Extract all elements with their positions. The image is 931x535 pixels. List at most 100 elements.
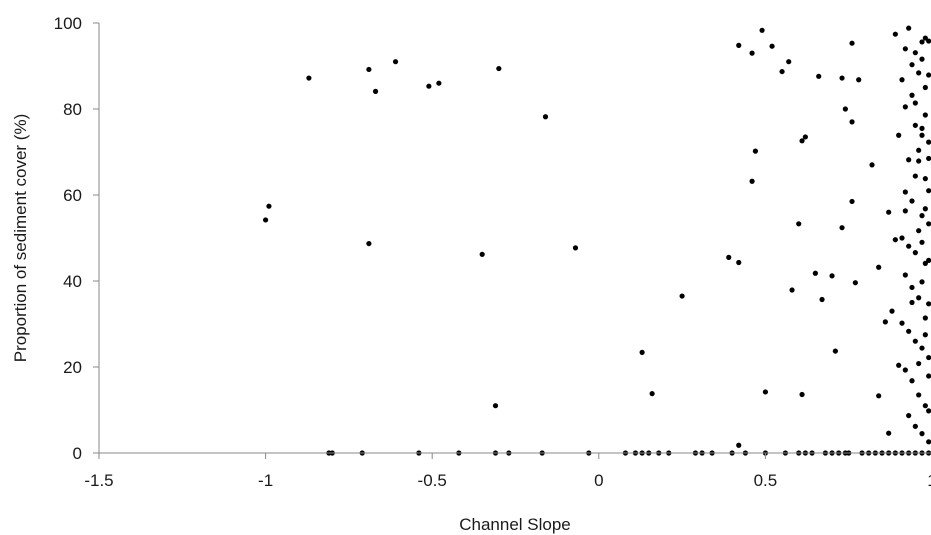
data-point	[479, 251, 485, 257]
y-axis-title: Proportion of sediment cover (%)	[11, 114, 30, 363]
data-point	[726, 254, 732, 260]
data-point	[749, 50, 755, 56]
y-axis: 0 20 40 60 80 100	[54, 14, 100, 463]
data-point	[749, 178, 755, 184]
data-point	[919, 56, 925, 62]
data-point	[849, 40, 855, 46]
data-point	[649, 391, 655, 397]
data-point	[902, 208, 908, 214]
data-point	[542, 114, 549, 120]
data-point	[736, 259, 742, 266]
data-point	[919, 132, 925, 138]
data-point	[922, 112, 928, 118]
data-point	[916, 295, 922, 301]
data-point	[896, 132, 902, 138]
data-point	[812, 270, 818, 276]
data-point	[392, 59, 399, 65]
data-point	[926, 221, 931, 227]
data-point	[926, 301, 931, 307]
data-point	[869, 162, 875, 168]
data-point	[909, 378, 915, 384]
data-point	[926, 38, 931, 44]
data-point	[799, 138, 805, 144]
y-tick-label: 60	[63, 186, 82, 205]
data-point	[926, 257, 931, 263]
data-point	[916, 70, 922, 76]
data-point	[916, 228, 922, 234]
plot-area	[263, 25, 931, 456]
x-tick-label: -1	[258, 471, 273, 490]
data-point	[926, 373, 931, 379]
data-point	[919, 239, 925, 245]
data-point	[896, 362, 902, 368]
data-point	[909, 284, 915, 291]
data-point	[902, 189, 908, 195]
data-point	[799, 391, 805, 398]
data-point	[909, 198, 915, 204]
data-point	[366, 66, 372, 73]
data-point	[886, 209, 892, 215]
data-point	[892, 237, 898, 243]
data-point	[922, 206, 928, 212]
data-point	[762, 389, 769, 395]
data-point	[769, 43, 775, 49]
data-point	[306, 75, 312, 81]
y-tick-label: 80	[63, 100, 82, 119]
data-point	[906, 412, 912, 419]
data-point	[852, 280, 858, 286]
data-point	[436, 80, 442, 86]
data-point	[372, 88, 379, 94]
data-point	[922, 35, 928, 41]
data-point	[839, 75, 845, 81]
data-point	[902, 46, 908, 52]
data-point	[759, 27, 765, 33]
data-point	[906, 157, 912, 163]
data-point	[906, 328, 912, 334]
data-point	[892, 31, 898, 37]
data-point	[916, 147, 922, 153]
data-point	[912, 100, 918, 106]
data-point	[752, 148, 759, 154]
data-point	[736, 442, 742, 448]
x-axis: -1.5 -1 -0.5 0 0.5 1	[84, 452, 931, 490]
x-tick-label: 0.5	[754, 471, 778, 490]
data-point	[922, 332, 928, 338]
data-point	[789, 287, 795, 293]
data-point	[922, 176, 928, 182]
data-point	[839, 225, 845, 231]
data-point	[876, 393, 882, 399]
data-point	[906, 25, 912, 31]
data-point	[919, 279, 925, 285]
data-point	[849, 198, 855, 205]
data-point	[819, 296, 825, 303]
data-point	[912, 122, 918, 128]
data-point	[926, 139, 931, 145]
data-point	[916, 158, 922, 164]
data-point	[736, 42, 742, 48]
y-tick-label: 100	[54, 14, 82, 33]
data-point	[266, 203, 272, 209]
data-point	[919, 345, 925, 351]
data-point	[426, 83, 432, 89]
data-point	[779, 68, 785, 75]
data-point	[919, 431, 925, 437]
data-point	[786, 59, 792, 65]
data-point	[639, 349, 645, 355]
data-point	[926, 188, 931, 194]
data-point	[829, 273, 835, 279]
x-axis-title: Channel Slope	[459, 515, 571, 534]
data-point	[926, 439, 931, 445]
data-point	[899, 77, 905, 83]
data-point	[679, 293, 685, 299]
data-point	[912, 173, 918, 179]
data-point	[919, 39, 925, 45]
data-point	[899, 320, 905, 326]
data-point	[796, 221, 802, 227]
data-point	[919, 125, 925, 131]
data-point	[926, 408, 931, 414]
data-point	[802, 134, 808, 140]
data-point	[849, 119, 855, 125]
data-point	[842, 106, 848, 112]
data-point	[912, 250, 918, 256]
